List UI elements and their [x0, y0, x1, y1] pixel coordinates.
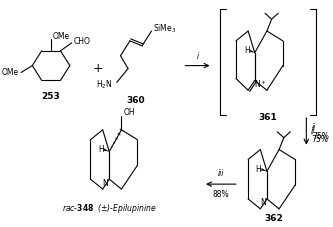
Polygon shape — [250, 50, 255, 53]
Text: H$_2$N: H$_2$N — [96, 78, 112, 91]
Polygon shape — [261, 168, 267, 171]
Text: OMe: OMe — [2, 68, 19, 77]
Text: H: H — [98, 145, 104, 154]
Text: CHO: CHO — [74, 37, 91, 46]
Text: $\it{rac}$-$\mathbf{348}$  (±)-Epilupinine: $\it{rac}$-$\mathbf{348}$ (±)-Epilupinin… — [62, 202, 157, 215]
Text: 361: 361 — [258, 114, 277, 122]
Text: iii: iii — [218, 169, 224, 178]
Text: 88%: 88% — [212, 190, 229, 199]
Text: N: N — [103, 179, 108, 188]
Text: N$^+$: N$^+$ — [254, 79, 267, 90]
Text: SiMe$_3$: SiMe$_3$ — [154, 23, 177, 35]
Text: 75%: 75% — [311, 135, 328, 144]
Polygon shape — [103, 148, 109, 152]
Text: i: i — [196, 52, 198, 61]
Text: 253: 253 — [42, 92, 61, 101]
Text: 360: 360 — [126, 96, 145, 105]
Text: OH: OH — [123, 108, 135, 116]
Text: 362: 362 — [264, 214, 283, 223]
Text: +: + — [93, 62, 103, 75]
Text: H: H — [255, 165, 261, 174]
Text: N: N — [260, 198, 266, 207]
Text: H: H — [244, 46, 250, 55]
Text: 75%: 75% — [312, 132, 329, 141]
Text: OMe: OMe — [53, 32, 70, 42]
Text: ii: ii — [311, 127, 315, 136]
Text: ii: ii — [312, 123, 316, 132]
